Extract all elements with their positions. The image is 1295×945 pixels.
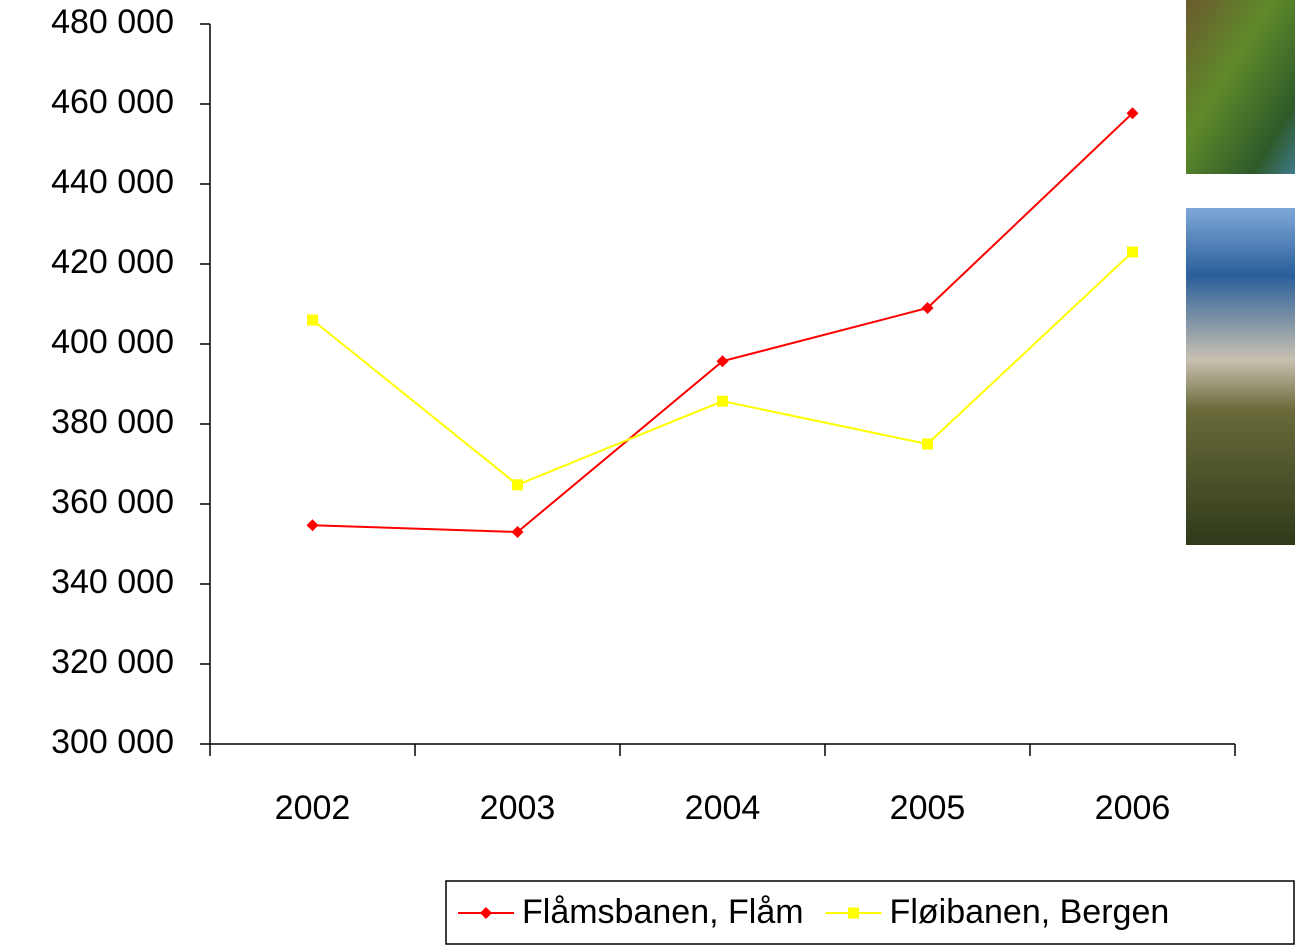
y-tick-label: 440 000 <box>51 163 174 201</box>
y-tick-label: 460 000 <box>51 83 174 121</box>
y-tick-label: 380 000 <box>51 403 174 441</box>
point <box>717 396 728 407</box>
y-tick-label: 360 000 <box>51 483 174 521</box>
x-tick-label: 2006 <box>1095 789 1171 827</box>
y-tick-label: 300 000 <box>51 723 174 761</box>
y-tick-label: 400 000 <box>51 323 174 361</box>
photo <box>1186 208 1295 545</box>
x-tick-label: 2004 <box>685 789 761 827</box>
y-tick-label: 420 000 <box>51 243 174 281</box>
y-tick-label: 340 000 <box>51 563 174 601</box>
point <box>922 439 933 450</box>
legend-marker <box>848 908 859 919</box>
x-tick-label: 2002 <box>275 789 351 827</box>
photo <box>1186 0 1295 174</box>
x-tick-label: 2003 <box>480 789 556 827</box>
point <box>307 519 319 531</box>
legend-label: Flåmsbanen, Flåm <box>522 893 804 931</box>
x-tick-label: 2005 <box>890 789 966 827</box>
point <box>307 315 318 326</box>
legend-label: Fløibanen, Bergen <box>890 893 1170 931</box>
chart: 300 000 320 000 340 000 360 000 380 000 400 0… <box>0 0 1295 945</box>
series-line <box>313 252 1133 485</box>
y-tick-label: 320 000 <box>51 643 174 681</box>
page: {"chart_data": {"type": "line", "categor… <box>0 0 1295 945</box>
point <box>1127 247 1138 258</box>
series-line <box>313 113 1133 532</box>
y-tick-label: 480 000 <box>51 3 174 41</box>
point <box>512 479 523 490</box>
